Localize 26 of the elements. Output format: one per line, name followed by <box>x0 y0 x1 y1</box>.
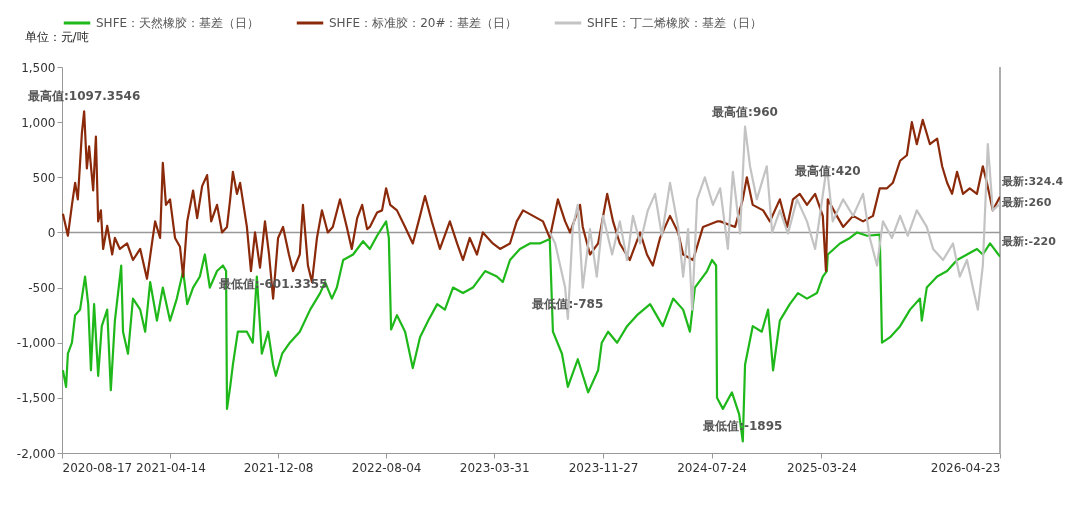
x-tick-label: 2025-03-24 <box>787 460 857 475</box>
x-tick-label: 2020-08-17 <box>62 460 133 475</box>
legend-label: SHFE：天然橡胶：基差（日） <box>96 16 260 30</box>
x-tick-label: 2023-11-27 <box>568 460 639 475</box>
x-tick-label: 2024-07-24 <box>677 460 747 475</box>
y-tick-label: 1,000 <box>21 115 56 130</box>
legend-label: SHFE：丁二烯橡胶：基差（日） <box>587 16 763 30</box>
legend-label: SHFE：标准胶：20#：基差（日） <box>329 16 518 30</box>
y-tick-label: -1,500 <box>16 391 56 406</box>
y-axis-title: 单位：元/吨 <box>24 29 89 44</box>
x-tick-label: 2021-12-08 <box>243 460 314 475</box>
annotation: 最新:-220 <box>1001 234 1057 248</box>
y-tick-label: 500 <box>32 170 56 185</box>
x-tick-label: 2021-04-14 <box>136 460 206 475</box>
x-tick-label: 2026-04-23 <box>930 460 1001 475</box>
annotation: 最高值:960 <box>711 104 778 119</box>
annotation: 最新:260 <box>1001 195 1052 209</box>
y-tick-label: -1,000 <box>16 336 56 351</box>
x-tick-label: 2023-03-31 <box>459 460 530 475</box>
y-tick-label: 0 <box>47 225 56 240</box>
y-tick-label: -500 <box>28 281 56 296</box>
annotation: 最新:324.4 <box>1001 174 1064 188</box>
annotation: 最高值:420 <box>793 164 861 179</box>
y-tick-label: 1,500 <box>21 60 56 75</box>
y-tick-label: -2,000 <box>16 446 56 461</box>
x-tick-label: 2022-08-04 <box>351 460 422 475</box>
